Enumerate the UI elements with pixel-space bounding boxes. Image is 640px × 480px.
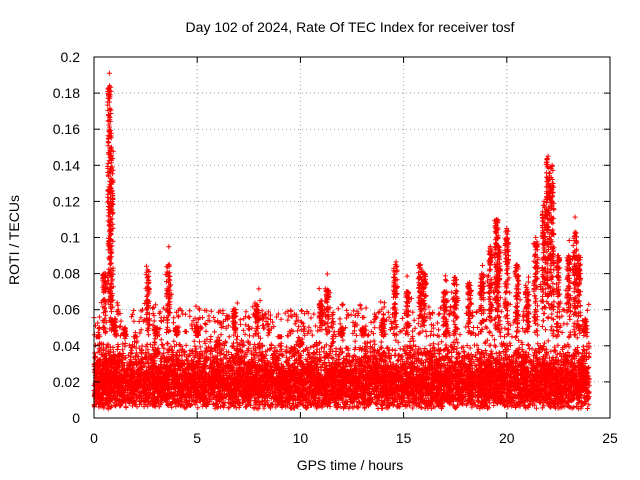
roti-points — [91, 70, 592, 412]
x-tick-label: 5 — [193, 430, 201, 446]
y-tick-label: 0.04 — [53, 338, 80, 354]
data-points — [91, 70, 592, 412]
x-axis-label: GPS time / hours — [297, 457, 404, 473]
y-tick-label: 0.08 — [53, 266, 80, 282]
y-tick-label: 0.18 — [53, 85, 80, 101]
x-tick-label: 10 — [293, 430, 309, 446]
x-tick-label: 15 — [396, 430, 412, 446]
y-tick-label: 0.02 — [53, 374, 80, 390]
y-axis-label: ROTI / TECUs — [6, 195, 22, 285]
y-tick-label: 0.12 — [53, 193, 80, 209]
y-tick-label: 0.16 — [53, 121, 80, 137]
y-tick-label: 0.14 — [53, 157, 80, 173]
chart-title: Day 102 of 2024, Rate Of TEC Index for r… — [186, 19, 515, 35]
y-tick-label: 0.06 — [53, 302, 80, 318]
axis-ticks — [93, 56, 611, 419]
x-tick-label: 20 — [499, 430, 515, 446]
y-tick-label: 0.1 — [61, 230, 81, 246]
x-tick-label: 0 — [90, 430, 98, 446]
x-tick-label: 25 — [602, 430, 618, 446]
tick-labels: 0 5 10 15 20 25 0 0.02 0.04 0.06 0.08 0.1 0.12 0.14 0.… — [53, 49, 618, 446]
y-tick-label: 0.2 — [61, 49, 81, 65]
y-tick-label: 0 — [72, 410, 80, 426]
